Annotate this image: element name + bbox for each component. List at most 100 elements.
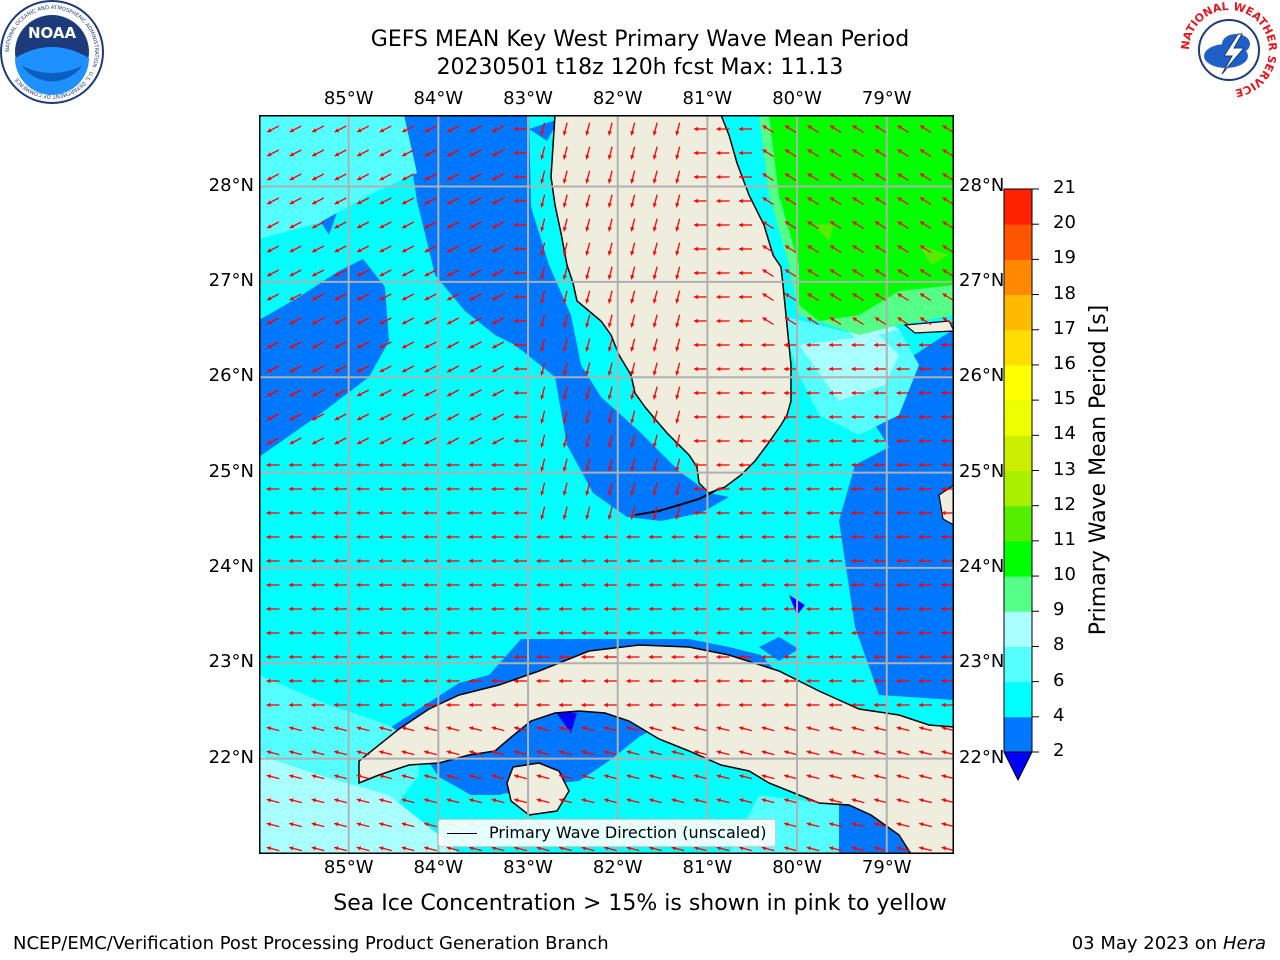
wave-arrowhead [492,416,497,421]
wave-arrowhead [289,534,293,540]
wave-arrowhead [761,558,766,564]
lat-tick-left: 24°N [208,555,254,577]
wave-arrowhead [694,174,698,180]
wave-arrowhead [671,654,676,660]
period-10-11s-region [769,115,954,321]
noaa-logo: NOAA NATIONAL OCEANIC AND ATMOSPHERIC AD… [0,0,104,104]
wave-arrowhead [875,221,880,226]
wave-arrowhead [604,702,608,708]
wave-arrowhead [806,558,811,564]
wave-arrowhead [829,534,833,540]
wave-arrowhead [379,630,383,636]
wave-arrowhead [630,226,635,232]
wave-arrowhead [379,392,385,397]
wave-arrowhead [652,514,657,520]
wave-arrowhead [562,178,567,184]
wave-arrowhead [806,630,811,636]
wave-arrowhead [379,726,384,731]
wave-arrowhead [402,392,407,397]
wave-arrowhead [289,392,295,397]
wave-arrowhead [289,296,295,301]
wave-arrowhead [289,630,293,636]
colorbar-segment [1004,364,1032,401]
wave-arrowhead [469,486,473,492]
lat-tick-right: 28°N [959,174,1005,196]
wave-arrowhead [334,510,338,516]
florida-keys [634,490,716,516]
wave-arrowhead [829,846,834,851]
wave-arrowhead [424,248,430,253]
wave-arrowhead [829,342,833,348]
wave-arrowhead [851,654,856,660]
wave-arrowhead [540,226,545,232]
wave-arrowhead [424,344,430,349]
lat-tick-right: 23°N [959,651,1005,673]
wave-arrowhead [829,678,833,684]
wave-arrowhead [784,750,789,755]
wave-arrowhead [671,534,676,540]
wave-arrowhead [919,486,923,492]
wave-arrowhead [469,392,475,397]
wave-arrowhead [739,486,743,492]
wave-arrowhead [806,798,812,803]
wave-arrowhead [896,678,901,684]
wave-arrowhead [896,606,901,612]
wave-arrowhead [266,510,271,516]
wave-arrowhead [675,394,680,400]
wave-arrowhead [266,822,272,827]
wave-arrowhead [334,534,338,540]
wave-arrowhead [585,442,590,448]
wave-arrowhead [267,152,272,157]
wave-arrowhead [311,510,316,516]
wave-arrowhead [559,726,564,731]
wave-arrowhead [784,342,788,348]
wave-arrowhead [920,293,925,298]
wave-arrowhead [312,440,317,445]
wave-arrowhead [739,678,743,684]
wave-arrowhead [356,486,361,492]
wave-arrowhead [626,654,631,660]
wave-arrowhead [536,774,542,779]
wave-arrowhead [491,606,496,612]
colorbar-segment [1004,329,1032,366]
wave-arrowhead [514,294,518,300]
wave-arrowhead [630,370,635,376]
wave-arrowhead [649,582,653,588]
colorbar-tick-label: 8 [1053,634,1065,656]
wave-arrowhead [540,394,545,400]
wave-arrowhead [739,390,743,396]
wave-arrowhead [806,822,812,827]
wave-arrowhead [514,246,518,252]
wave-arrowhead [540,130,545,136]
wave-arrowhead [536,654,541,660]
wave-arrowhead [424,200,430,205]
wave-arrowhead [585,346,590,352]
wave-arrowhead [761,390,766,396]
wave-arrowhead [716,414,721,420]
wave-arrowhead [562,514,567,520]
wave-arrowhead [514,726,519,731]
wave-arrowhead [607,130,612,136]
colorbar-tick-label: 2 [1053,740,1065,761]
wave-arrowhead [649,558,653,564]
wave-arrowhead [761,510,766,516]
wave-arrowhead [671,750,677,755]
wave-arrowhead [851,390,856,396]
wave-arrowhead [266,750,272,755]
wave-arrowhead [739,462,743,468]
wave-arrowhead [536,678,541,684]
wave-arrowhead [559,846,564,851]
wave-arrowhead [784,414,788,420]
wave-arrowhead [694,630,698,636]
wave-arrowhead [469,176,475,181]
wave-arrowhead [652,442,657,448]
wave-arrowhead [289,510,293,516]
wave-arrowhead [829,462,833,468]
wave-arrowhead [607,226,612,232]
wave-arrowhead [830,221,835,226]
wave-arrowhead [379,462,383,468]
wave-arrowhead [874,582,878,588]
wave-arrowhead [607,514,612,520]
wave-arrowhead [559,630,563,636]
wave-arrowhead [739,366,743,372]
